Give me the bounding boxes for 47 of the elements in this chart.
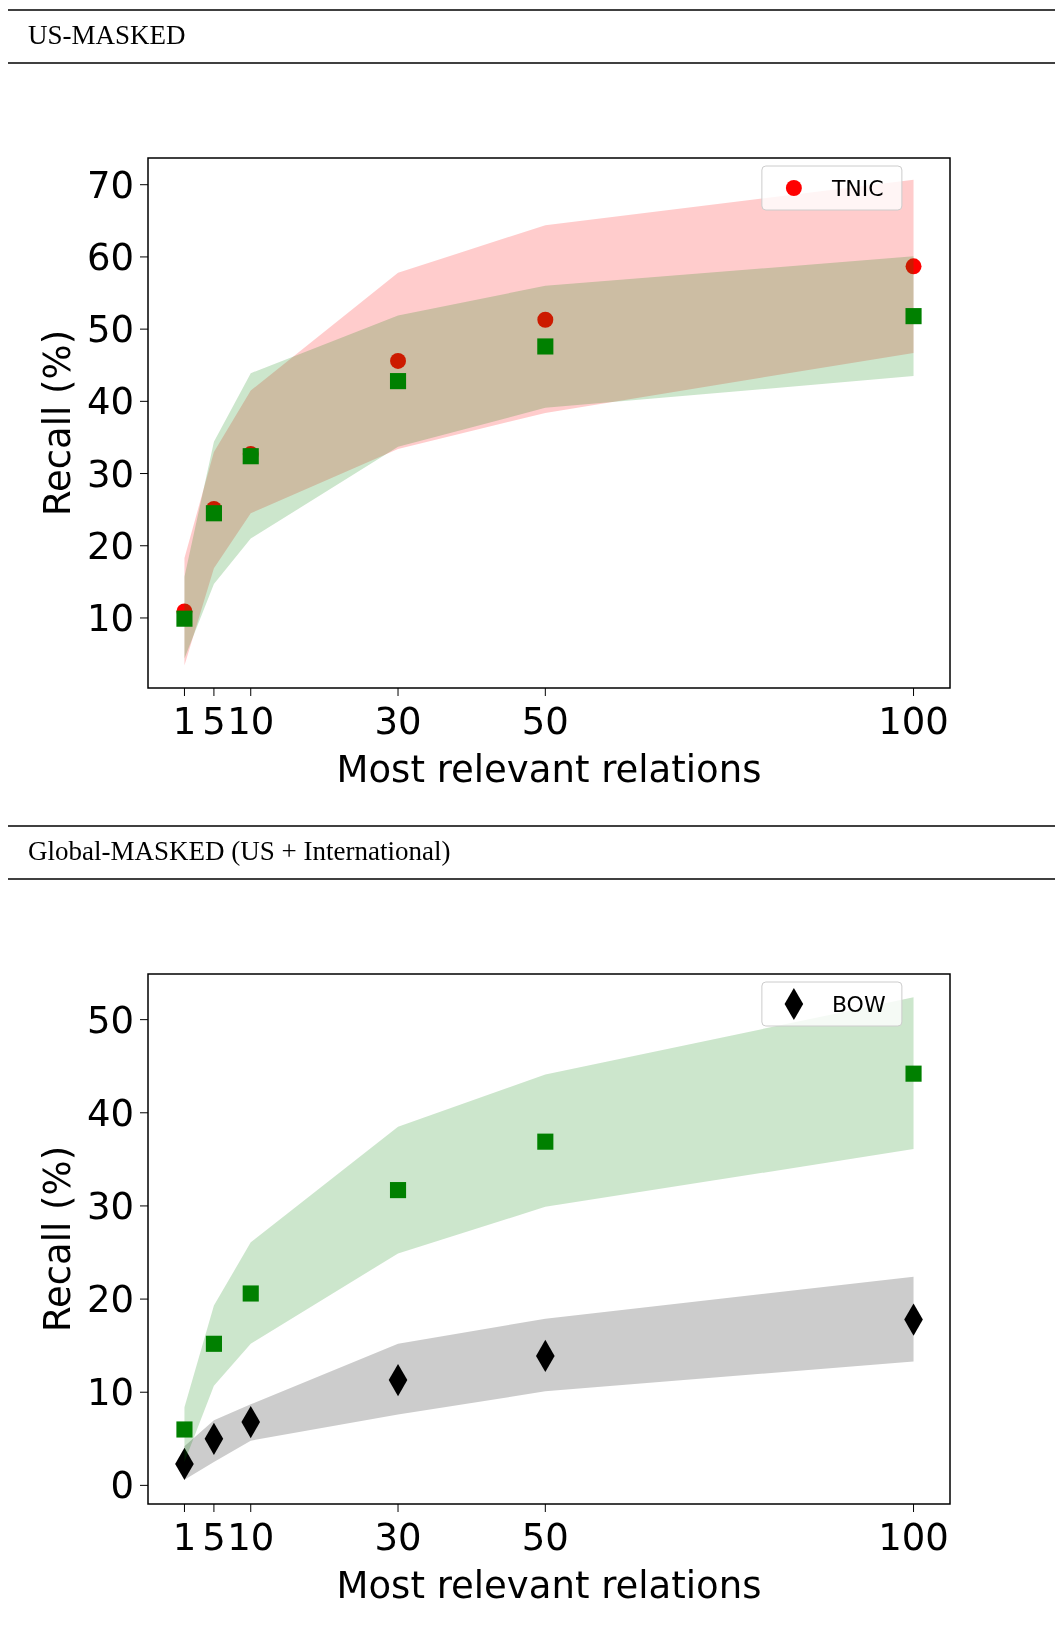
y-tick-label: 20: [86, 524, 134, 568]
x-tick-label: 10: [227, 700, 275, 743]
point: [905, 258, 922, 275]
legend-label: BOW: [831, 992, 886, 1017]
x-tick-label: 30: [374, 1516, 422, 1559]
point: [176, 1421, 193, 1438]
point: [389, 1182, 407, 1199]
y-axis-title: Recall (%): [36, 1145, 79, 1333]
point: [205, 1335, 222, 1352]
x-tick-label: 5: [202, 700, 226, 743]
y-tick-label: 30: [86, 452, 134, 496]
chart-title: US-MASKED: [28, 20, 186, 50]
legend-label: TNIC: [830, 176, 884, 201]
x-tick-label: 100: [878, 700, 949, 743]
x-axis-title: Most relevant relations: [336, 748, 762, 791]
x-axis-title: Most relevant relations: [336, 1564, 762, 1607]
x-tick-label: 50: [521, 700, 569, 743]
x-tick-label: 5: [202, 1516, 226, 1559]
point: [537, 311, 554, 328]
y-tick-label: 50: [86, 308, 134, 352]
point: [242, 1285, 259, 1302]
y-tick-label: 40: [86, 1091, 134, 1135]
y-tick-label: 30: [86, 1184, 134, 1228]
y-tick-label: 60: [86, 235, 134, 279]
y-tick-label: 70: [86, 163, 134, 207]
x-tick-label: 100: [878, 1516, 949, 1559]
chart-title: Global-MASKED (US + International): [28, 836, 451, 866]
point: [905, 308, 922, 325]
x-tick-label: 50: [521, 1516, 569, 1559]
point: [905, 1065, 922, 1082]
y-tick-label: 10: [86, 1371, 134, 1415]
y-axis-title: Recall (%): [36, 329, 79, 517]
y-tick-label: 10: [86, 596, 134, 640]
y-tick-label: 20: [86, 1278, 134, 1322]
y-tick-label: 0: [110, 1464, 134, 1508]
x-tick-label: 30: [374, 700, 422, 743]
y-tick-label: 40: [86, 380, 134, 424]
x-tick-label: 1: [172, 700, 197, 743]
point: [176, 610, 193, 627]
point: [205, 505, 222, 522]
point: [537, 1133, 554, 1150]
point: [389, 373, 407, 390]
y-tick-label: 50: [86, 998, 134, 1042]
point: [537, 338, 554, 355]
x-tick-label: 10: [227, 1516, 275, 1559]
x-tick-label: 1: [172, 1516, 197, 1559]
point: [390, 352, 407, 369]
